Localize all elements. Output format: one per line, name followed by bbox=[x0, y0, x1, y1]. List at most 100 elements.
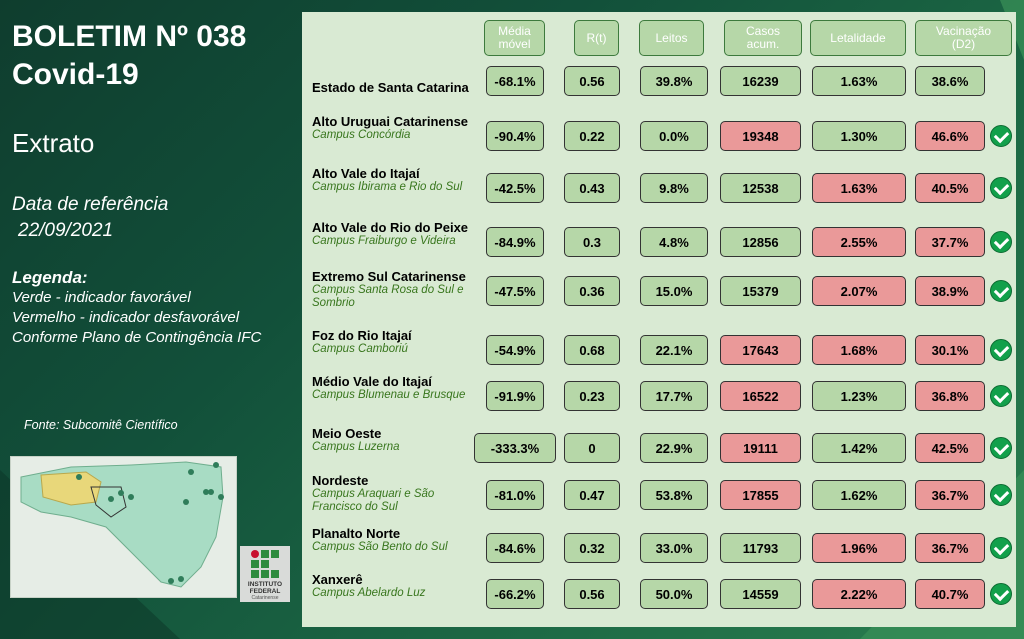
reference-date-value: 22/09/2021 bbox=[18, 220, 114, 241]
indicator-cell: 1.23% bbox=[812, 381, 906, 411]
indicator-cell: -84.6% bbox=[486, 533, 544, 563]
indicator-cell: -47.5% bbox=[486, 276, 544, 306]
table-row: Alto Vale do Itajaí Campus Ibirama e Rio … bbox=[302, 166, 1016, 212]
legend-line3: Conforme Plano de Contingência IFC bbox=[12, 329, 262, 346]
legend: Legenda: Verde - indicador favorável Ver… bbox=[12, 268, 261, 348]
indicator-cell: 14559 bbox=[720, 579, 801, 609]
indicator-cell: 36.7% bbox=[915, 480, 985, 510]
header-rt: R(t) bbox=[574, 20, 619, 56]
indicator-cell: -42.5% bbox=[486, 173, 544, 203]
indicator-cell: 37.7% bbox=[915, 227, 985, 257]
region-name: Alto Vale do Rio do Peixe bbox=[312, 220, 469, 235]
indicator-cell: 40.5% bbox=[915, 173, 985, 203]
region-name: Nordeste bbox=[312, 473, 369, 488]
region-name: Alto Vale do Itajaí bbox=[312, 166, 420, 181]
indicator-cell: 1.63% bbox=[812, 173, 906, 203]
header-leitos-label: Leitos bbox=[655, 30, 688, 45]
indicator-cell: 0.47 bbox=[564, 480, 620, 510]
indicator-cell: 1.63% bbox=[812, 66, 906, 96]
indicator-cell: 0.3 bbox=[564, 227, 620, 257]
indicator-cell: 0.43 bbox=[564, 173, 620, 203]
indicator-cell: 17.7% bbox=[640, 381, 708, 411]
indicator-cell: -84.9% bbox=[486, 227, 544, 257]
page-title: BOLETIM Nº 038 Covid-19 bbox=[12, 18, 246, 94]
header-letalidade: Letalidade bbox=[810, 20, 906, 56]
check-icon bbox=[990, 231, 1012, 253]
header-vacinacao-l2: (D2) bbox=[951, 37, 976, 51]
indicator-cell: 0.32 bbox=[564, 533, 620, 563]
table-row: Foz do Rio Itajaí Campus Camboriú -54.9% 0.… bbox=[302, 328, 1016, 374]
map-graphic bbox=[11, 457, 236, 597]
campus-name: Campus Blumenau e Brusque bbox=[312, 389, 466, 401]
indicator-cell: 11793 bbox=[720, 533, 801, 563]
header-casos-l2: acum. bbox=[746, 37, 780, 51]
header-media-movel-l2: móvel bbox=[498, 37, 531, 51]
check-icon bbox=[990, 537, 1012, 559]
ifc-logo-graphic: INSTITUTO FEDERAL Catarinense bbox=[248, 550, 282, 601]
indicator-cell: 19348 bbox=[720, 121, 801, 151]
reference-date-label: Data de referência bbox=[12, 194, 169, 215]
indicator-cell: 36.8% bbox=[915, 381, 985, 411]
legend-line1: Verde - indicador favorável bbox=[12, 289, 191, 306]
campus-name: Campus Santa Rosa do Sul e Sombrio bbox=[312, 284, 464, 309]
region-name: Extremo Sul Catarinense bbox=[312, 269, 466, 284]
left-panel: BOLETIM Nº 038 Covid-19 Extrato Data de … bbox=[0, 0, 295, 639]
header-leitos: Leitos bbox=[639, 20, 704, 56]
region-name: Xanxerê bbox=[312, 572, 363, 587]
region-name: Planalto Norte bbox=[312, 526, 401, 541]
table-row: Nordeste Campus Araquari e São Francisco … bbox=[302, 473, 1016, 519]
check-icon bbox=[990, 177, 1012, 199]
indicator-cell: 1.68% bbox=[812, 335, 906, 365]
ifc-logo-line2: FEDERAL bbox=[250, 588, 281, 595]
ifc-logo-line1: INSTITUTO bbox=[248, 581, 282, 588]
region-map bbox=[10, 456, 237, 598]
indicator-cell: 0.56 bbox=[564, 66, 620, 96]
indicator-cell: -333.3% bbox=[474, 433, 556, 463]
reference-date: Data de referência 22/09/2021 bbox=[12, 192, 168, 244]
indicator-cell: 9.8% bbox=[640, 173, 708, 203]
indicator-cell: 17855 bbox=[720, 480, 801, 510]
indicator-cell: -81.0% bbox=[486, 480, 544, 510]
indicator-cell: 1.96% bbox=[812, 533, 906, 563]
indicator-cell: -68.1% bbox=[486, 66, 544, 96]
indicator-cell: 53.8% bbox=[640, 480, 708, 510]
check-icon bbox=[990, 339, 1012, 361]
indicator-cell: 2.55% bbox=[812, 227, 906, 257]
indicator-cell: 17643 bbox=[720, 335, 801, 365]
check-icon bbox=[990, 385, 1012, 407]
header-vacinacao-l1: Vacinação bbox=[935, 24, 992, 38]
indicator-cell: 36.7% bbox=[915, 533, 985, 563]
indicator-cell: 39.8% bbox=[640, 66, 708, 96]
indicator-cell: 4.8% bbox=[640, 227, 708, 257]
indicator-cell: 0.22 bbox=[564, 121, 620, 151]
header-media-movel-l1: Média bbox=[498, 24, 531, 38]
indicator-cell: 40.7% bbox=[915, 579, 985, 609]
header-casos-l1: Casos bbox=[745, 24, 780, 38]
indicator-cell: 0.0% bbox=[640, 121, 708, 151]
campus-name: Campus Abelardo Luz bbox=[312, 587, 426, 599]
campus-name: Campus Concórdia bbox=[312, 129, 411, 141]
ifc-logo: INSTITUTO FEDERAL Catarinense bbox=[240, 546, 290, 602]
indicator-cell: 38.6% bbox=[915, 66, 985, 96]
campus-name: Campus Camboriú bbox=[312, 343, 408, 355]
title-line2: Covid-19 bbox=[12, 58, 139, 91]
legend-title: Legenda: bbox=[12, 268, 88, 287]
region-name: Médio Vale do Itajaí bbox=[312, 374, 432, 389]
indicator-cell: 0.23 bbox=[564, 381, 620, 411]
region-name: Alto Uruguai Catarinense bbox=[312, 114, 469, 129]
indicator-cell: 30.1% bbox=[915, 335, 985, 365]
check-icon bbox=[990, 583, 1012, 605]
check-icon bbox=[990, 437, 1012, 459]
indicator-cell: 0 bbox=[564, 433, 620, 463]
table-row: Xanxerê Campus Abelardo Luz -66.2% 0.56 50.0… bbox=[302, 572, 1016, 618]
table-row: Planalto Norte Campus São Bento do Sul -84… bbox=[302, 526, 1016, 572]
region-name: Meio Oeste bbox=[312, 426, 382, 441]
title-line1: BOLETIM Nº 038 bbox=[12, 20, 247, 53]
table-row: Extremo Sul Catarinense Campus Santa Rosa… bbox=[302, 269, 1016, 315]
indicator-cell: 1.30% bbox=[812, 121, 906, 151]
indicator-cell: 15.0% bbox=[640, 276, 708, 306]
indicator-cell: 22.9% bbox=[640, 433, 708, 463]
header-rt-label: R(t) bbox=[586, 30, 607, 45]
header-vacinacao: Vacinação (D2) bbox=[915, 20, 1012, 56]
indicator-cell: 0.56 bbox=[564, 579, 620, 609]
